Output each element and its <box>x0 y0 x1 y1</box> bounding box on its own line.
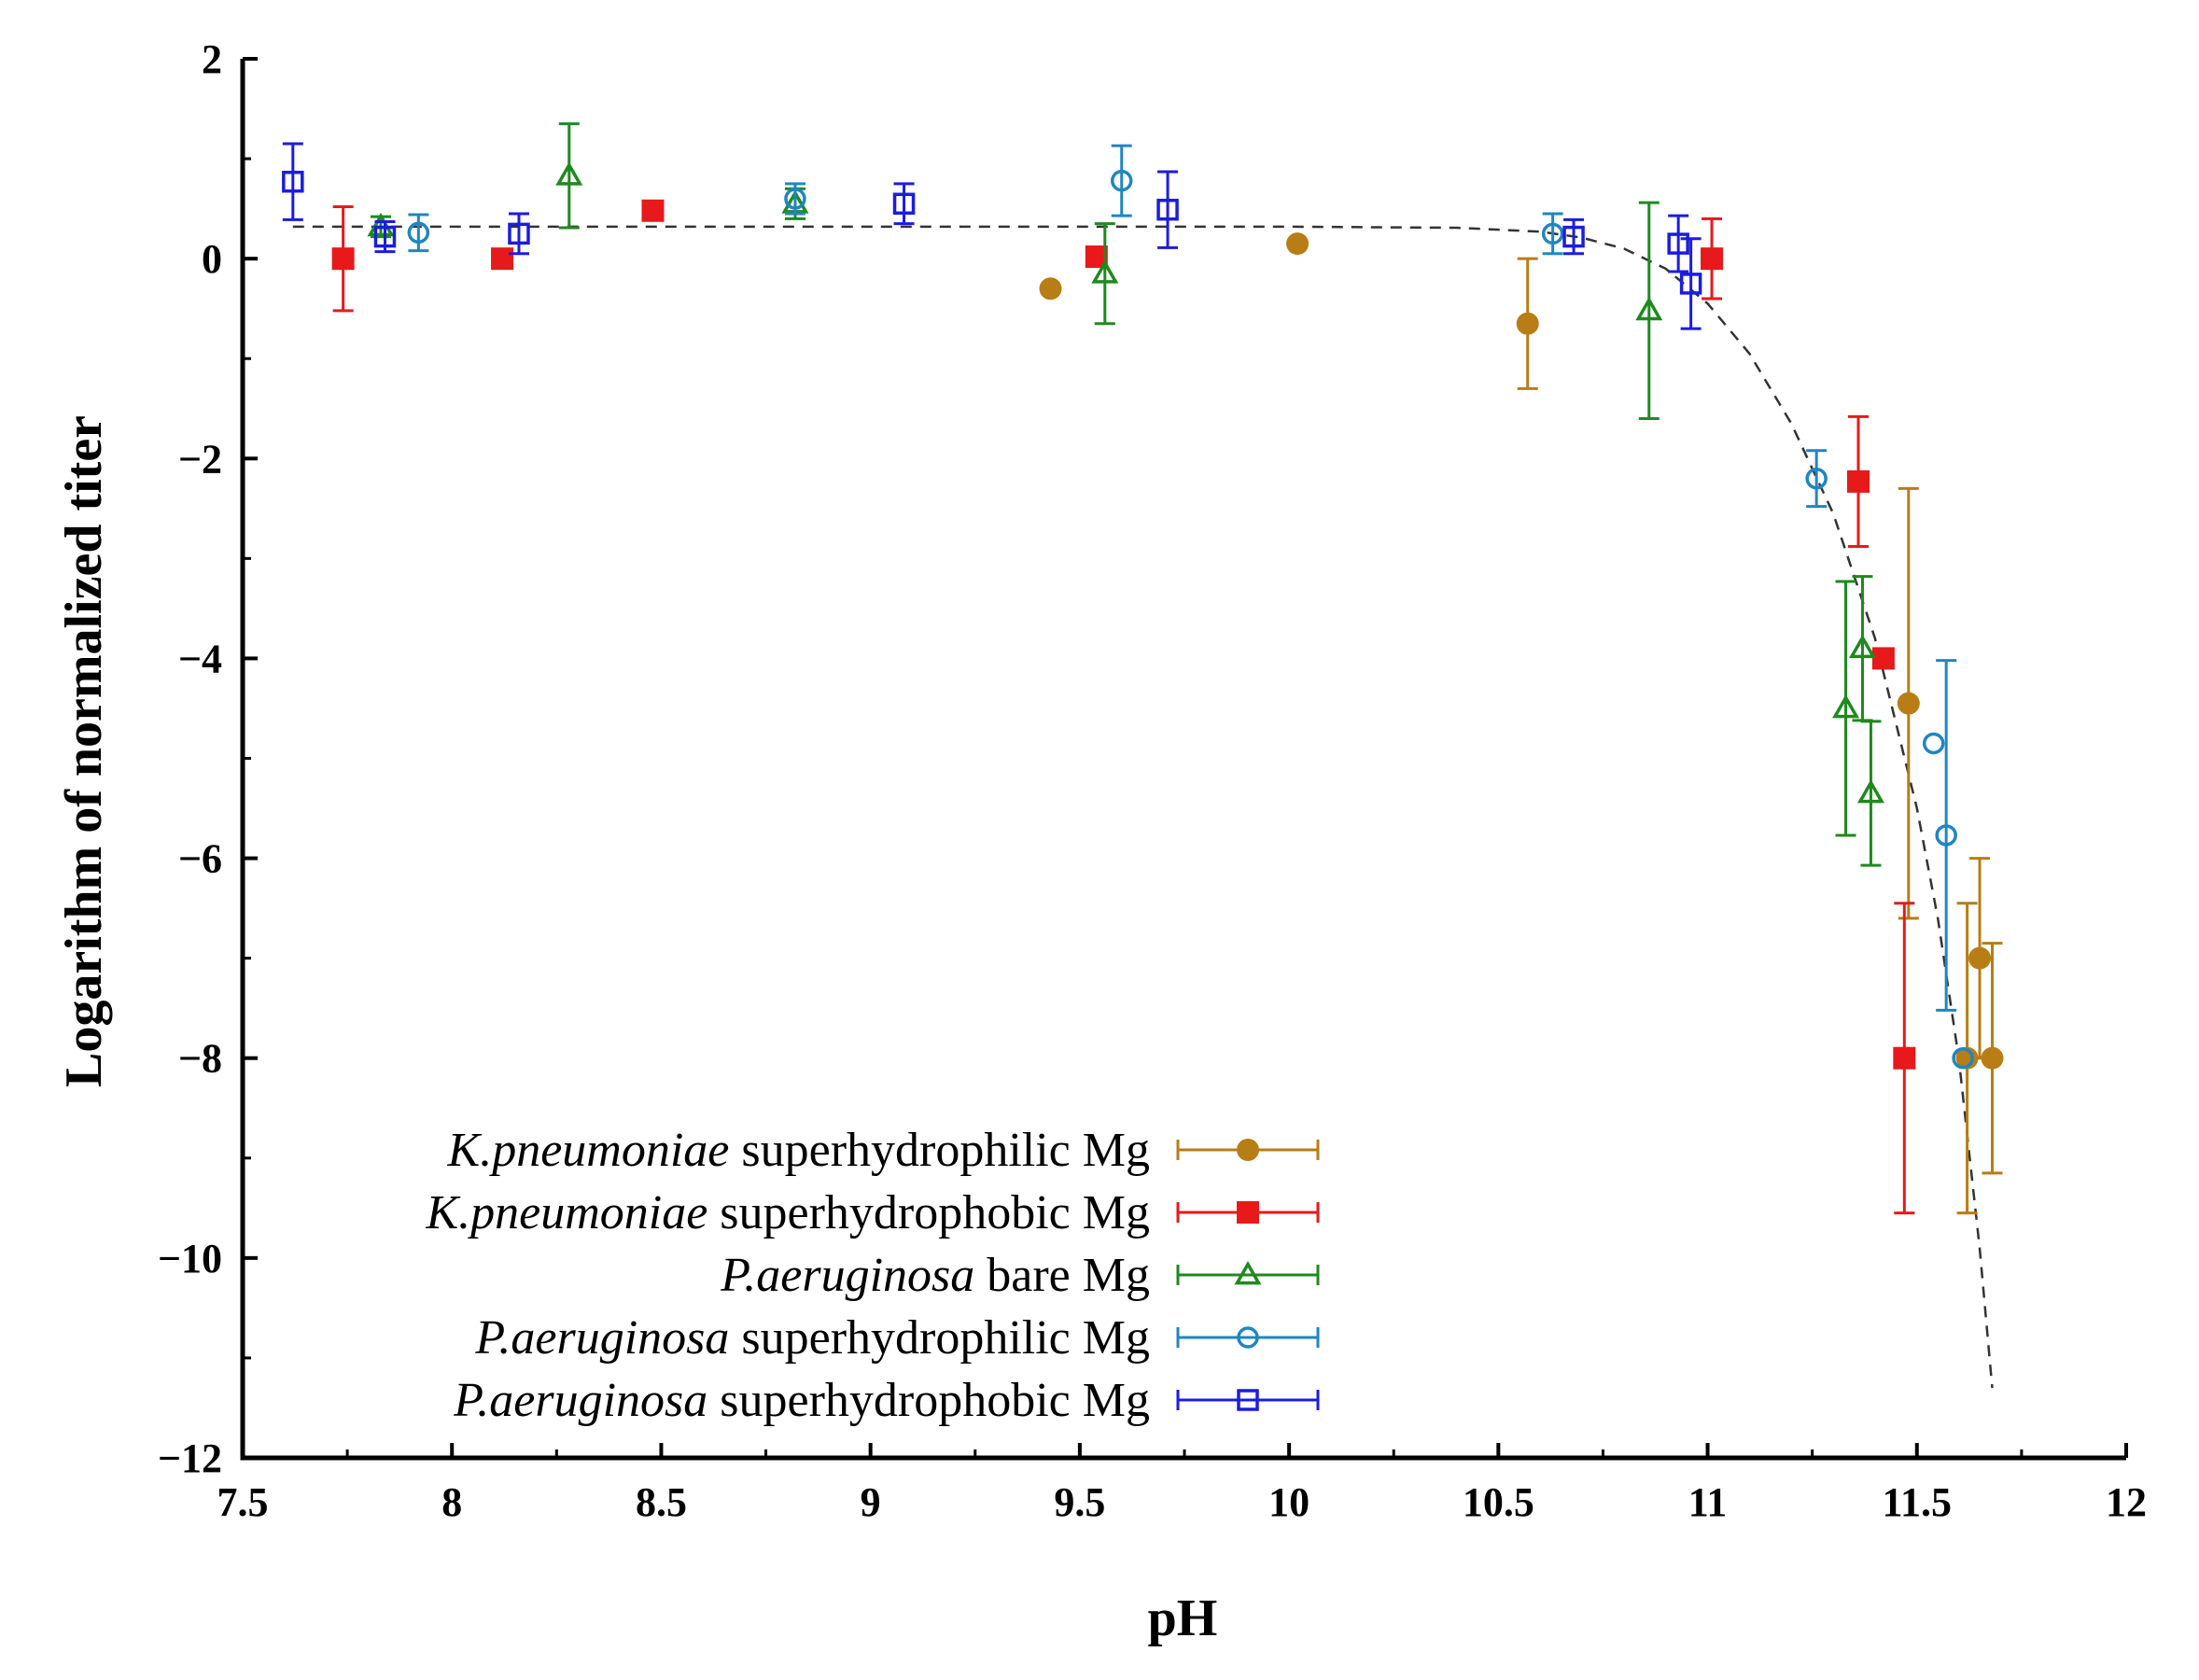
data-point <box>1846 469 1870 493</box>
y-tick-label: −10 <box>158 1236 222 1281</box>
data-point <box>1156 198 1179 221</box>
legend: K.pneumoniae superhydrophilic MgK.pneumo… <box>425 1124 1320 1427</box>
legend-marker-0 <box>1237 1139 1259 1161</box>
data-point <box>1848 634 1876 659</box>
data-point <box>1805 467 1828 490</box>
data-point <box>1679 273 1702 295</box>
y-tick-label: 2 <box>202 36 222 82</box>
data-point <box>407 221 430 245</box>
data-point <box>373 225 397 248</box>
x-tick-label: 12 <box>2106 1479 2147 1525</box>
x-tick-label: 9.5 <box>1054 1479 1105 1525</box>
legend-species: K.pneumoniae <box>425 1186 707 1239</box>
series-2 <box>367 122 1884 867</box>
data-point <box>1286 232 1310 256</box>
y-tick-label: 0 <box>202 236 222 282</box>
data-point <box>1541 222 1564 245</box>
data-point <box>1952 1046 1974 1070</box>
legend-label-3: P.aeruginosa superhydrophilic Mg <box>474 1311 1150 1365</box>
y-tick-label: −6 <box>178 836 222 882</box>
legend-surface: superhydrophilic Mg <box>729 1124 1150 1177</box>
legend-marker-4 <box>1237 1389 1259 1411</box>
data-point <box>331 247 355 271</box>
legend-surface: superhydrophobic Mg <box>707 1374 1150 1427</box>
data-point <box>491 247 514 271</box>
legend-label-2: P.aeruginosa bare Mg <box>720 1249 1150 1302</box>
series-0 <box>1039 232 2004 1215</box>
fit-curve-layer <box>292 225 1994 1389</box>
series-3 <box>407 144 1974 1070</box>
legend-surface: superhydrophobic Mg <box>707 1186 1150 1239</box>
legend-species: P.aeruginosa <box>474 1311 729 1365</box>
data-point <box>1856 778 1884 804</box>
data-point <box>1935 824 1957 847</box>
legend-marker-1 <box>1237 1201 1259 1224</box>
data-point <box>508 222 530 245</box>
data-point <box>1562 225 1585 248</box>
data-point <box>1955 1046 1979 1070</box>
x-tick-label: 7.5 <box>217 1479 269 1525</box>
x-tick-label: 10.5 <box>1463 1479 1534 1525</box>
data-point <box>784 188 806 210</box>
y-tick-label: −12 <box>158 1435 222 1481</box>
axis-lines <box>240 59 2126 1461</box>
legend-species: P.aeruginosa <box>453 1374 707 1427</box>
y-tick-label: −8 <box>178 1036 222 1082</box>
data-point <box>892 192 916 216</box>
data-point <box>1635 296 1663 321</box>
x-axis-title: pH <box>1148 1589 1218 1647</box>
legend-species: P.aeruginosa <box>720 1249 974 1302</box>
data-point <box>1897 692 1920 715</box>
axes: 7.5 8 8.5 9 9.5 10 10.5 11 11.5 12 2 0 −2 −4 −6 −8 −10 −1… <box>158 36 2147 1525</box>
data-point <box>1922 732 1945 755</box>
data-point <box>641 199 665 222</box>
data-point <box>555 161 583 186</box>
y-tick-label: −2 <box>178 436 222 482</box>
data-point <box>282 170 304 193</box>
legend-marker-2 <box>1234 1260 1262 1285</box>
legend-surface: bare Mg <box>974 1249 1150 1302</box>
data-point <box>1871 647 1895 670</box>
fit-curve <box>292 225 1994 1389</box>
legend-label-0: K.pneumoniae superhydrophilic Mg <box>447 1124 1150 1177</box>
data-point <box>1110 169 1133 192</box>
x-tick-label: 10 <box>1268 1479 1310 1525</box>
data-point <box>1701 247 1724 271</box>
x-tick-label: 9 <box>861 1479 881 1525</box>
legend-label-1: K.pneumoniae superhydrophobic Mg <box>425 1186 1150 1239</box>
series-1 <box>331 199 1916 1215</box>
data-points-layer <box>282 122 2004 1215</box>
x-tick-label: 11 <box>1688 1479 1728 1525</box>
legend-marker-3 <box>1237 1326 1259 1349</box>
data-point <box>1981 1046 2004 1070</box>
series-4 <box>282 142 1702 330</box>
legend-surface: superhydrophilic Mg <box>729 1311 1150 1365</box>
data-point <box>1832 693 1860 719</box>
legend-species: K.pneumoniae <box>447 1124 730 1177</box>
x-tick-label: 11.5 <box>1882 1479 1952 1525</box>
data-point <box>1516 312 1539 335</box>
data-point <box>1893 1046 1916 1070</box>
data-point <box>1667 232 1689 255</box>
data-point <box>1039 277 1062 301</box>
data-point <box>1968 946 1992 970</box>
legend-label-4: P.aeruginosa superhydrophobic Mg <box>453 1374 1150 1427</box>
x-tick-label: 8 <box>441 1479 462 1525</box>
y-axis-title: Logarithm of normalized titer <box>55 415 113 1087</box>
y-tick-label: −4 <box>178 636 222 681</box>
data-point <box>1091 259 1119 284</box>
x-tick-label: 8.5 <box>636 1479 687 1525</box>
